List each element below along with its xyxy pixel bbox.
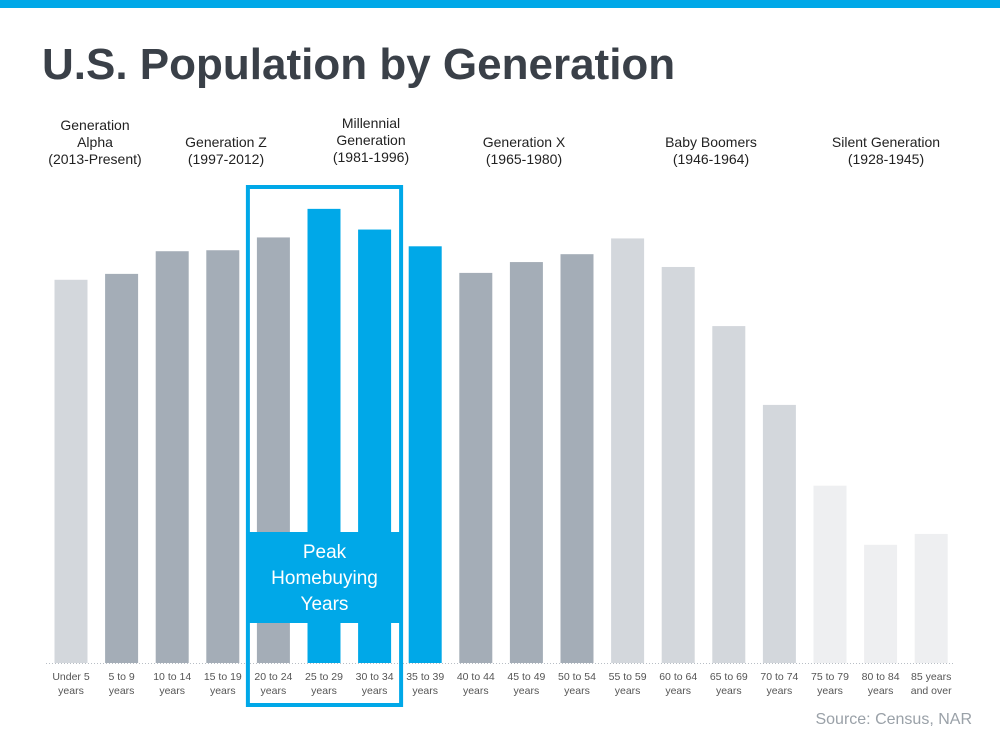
chart-title: U.S. Population by Generation xyxy=(42,40,676,89)
x-tick-label: 60 to 64 xyxy=(659,671,697,683)
x-tick-label: years xyxy=(767,685,793,697)
x-tick-label: 50 to 54 xyxy=(558,671,596,683)
gen-millennial-label: Millennial Generation (1981-1996) xyxy=(296,115,446,166)
x-tick-label: 40 to 44 xyxy=(457,671,495,683)
gen-alpha-label: Generation Alpha (2013-Present) xyxy=(20,117,170,168)
gen-boomers-label: Baby Boomers (1946-1964) xyxy=(636,134,786,168)
x-tick-label: years xyxy=(463,685,489,697)
bar-9 xyxy=(509,262,543,663)
gen-alpha-label-line: (2013-Present) xyxy=(48,151,142,167)
x-tick-label: 25 to 29 xyxy=(305,671,343,683)
x-tick-label: 75 to 79 xyxy=(811,671,849,683)
x-tick-label: and over xyxy=(911,685,952,697)
peak-homebuying-label: Homebuying xyxy=(271,568,378,589)
x-tick-label: years xyxy=(716,685,742,697)
gen-silent-label-line: (1928-1945) xyxy=(847,151,925,167)
x-tick-label: years xyxy=(564,685,590,697)
x-tick-label: years xyxy=(514,685,540,697)
bar-10 xyxy=(560,254,594,663)
bar-8 xyxy=(459,272,493,663)
bar-14 xyxy=(762,404,796,663)
x-tick-label: 45 to 49 xyxy=(507,671,545,683)
gen-silent-label: Silent Generation (1928-1945) xyxy=(811,134,961,168)
x-tick-label: years xyxy=(159,685,185,697)
peak-homebuying-frame xyxy=(245,185,404,707)
bar-16 xyxy=(864,544,898,663)
source-note: Source: Census, NAR xyxy=(815,711,972,728)
peak-homebuying-label: Peak xyxy=(303,542,347,563)
bar-7 xyxy=(408,246,442,664)
peak-homebuying-label: Years xyxy=(301,594,349,615)
gen-boomers-label-line: Baby Boomers xyxy=(665,134,757,150)
gen-x-label-line: (1965-1980) xyxy=(485,151,563,167)
gen-z-label-line: Generation Z xyxy=(185,134,267,150)
x-tick-label: 35 to 39 xyxy=(406,671,444,683)
gen-x-label-line: Generation X xyxy=(482,134,566,150)
gen-z-label-line: (1997-2012) xyxy=(187,151,265,167)
x-tick-label: 55 to 59 xyxy=(609,671,647,683)
x-tick-label: 30 to 34 xyxy=(356,671,394,683)
x-tick-label: years xyxy=(868,685,894,697)
x-tick-label: years xyxy=(311,685,337,697)
x-tick-label: 20 to 24 xyxy=(254,671,292,683)
gen-alpha-label-line: Alpha xyxy=(77,134,113,150)
bar-15 xyxy=(813,485,847,663)
gen-millennial-label-line: Generation xyxy=(336,132,406,148)
bar-13 xyxy=(712,326,746,663)
x-tick-label: years xyxy=(109,685,135,697)
x-tick-label: years xyxy=(210,685,236,697)
x-tick-label: years xyxy=(412,685,438,697)
gen-millennial-label-line: (1981-1996) xyxy=(332,149,410,165)
x-tick-label: years xyxy=(665,685,691,697)
x-tick-label: 80 to 84 xyxy=(862,671,900,683)
x-tick-label: 65 to 69 xyxy=(710,671,748,683)
x-tick-label: years xyxy=(615,685,641,697)
x-tick-label: Under 5 xyxy=(52,671,90,683)
x-tick-label: years xyxy=(817,685,843,697)
x-tick-label: 15 to 19 xyxy=(204,671,242,683)
bar-17 xyxy=(914,533,948,663)
gen-boomers-label-line: (1946-1964) xyxy=(672,151,750,167)
x-tick-label: years xyxy=(58,685,84,697)
x-tick-label: 10 to 14 xyxy=(153,671,191,683)
gen-silent-label-line: Silent Generation xyxy=(831,134,941,150)
bar-0 xyxy=(54,279,88,663)
x-tick-label: years xyxy=(362,685,388,697)
x-tick-label: 5 to 9 xyxy=(108,671,134,683)
x-tick-label: 70 to 74 xyxy=(760,671,798,683)
x-tick-label: 85 years xyxy=(911,671,951,683)
bar-2 xyxy=(155,251,189,663)
bar-12 xyxy=(661,266,695,663)
gen-x-label: Generation X (1965-1980) xyxy=(449,134,599,168)
x-tick-label: years xyxy=(261,685,287,697)
peak-homebuying-label-box xyxy=(247,532,402,623)
bar-11 xyxy=(611,238,645,664)
gen-z-label: Generation Z (1997-2012) xyxy=(151,134,301,168)
bar-1 xyxy=(105,273,139,663)
bar-3 xyxy=(206,250,240,664)
gen-millennial-label-line: Millennial xyxy=(341,115,401,131)
top-accent-bar xyxy=(0,0,1000,8)
gen-alpha-label-line: Generation xyxy=(60,117,130,133)
